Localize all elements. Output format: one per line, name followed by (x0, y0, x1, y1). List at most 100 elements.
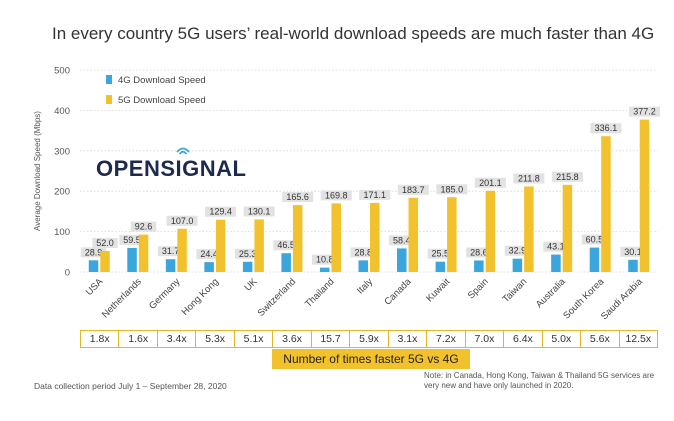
data-label-4g: 28.6 (470, 247, 488, 257)
ratio-cell: 6.4x (504, 331, 543, 347)
bar-5g (485, 190, 496, 272)
data-label-4g: 43.1 (547, 242, 565, 252)
ratio-cell: 7.2x (427, 331, 466, 347)
data-label-bg (320, 190, 352, 201)
bar-5g (215, 219, 226, 272)
data-label-bg (581, 234, 608, 245)
bar-5g (254, 219, 264, 272)
bar-5g (138, 234, 149, 272)
ratio-cell: 15.7 (312, 331, 351, 347)
data-label-5g: 129.4 (209, 207, 232, 217)
bar-4g (319, 267, 330, 272)
bar-5g (331, 203, 341, 272)
bar-5g (639, 119, 650, 272)
data-label-bg (397, 184, 429, 195)
data-label-4g: 46.5 (277, 240, 295, 250)
bar-4g (127, 247, 137, 272)
data-label-bg (474, 177, 506, 188)
data-label-4g: 28.9 (85, 247, 103, 257)
data-label-5g: 377.2 (633, 107, 656, 117)
data-label-5g: 107.0 (171, 216, 194, 226)
data-label-5g: 130.1 (248, 206, 271, 216)
data-label-4g: 24.4 (200, 249, 218, 259)
bar-4g (589, 247, 600, 272)
data-label-bg (234, 248, 261, 259)
bar-chart: 0 100 200 300 400 500 Average Download Speed (… (33, 66, 660, 322)
ratio-cell: 1.6x (119, 331, 158, 347)
opensignal-logo: OPENSIGNAL (96, 147, 247, 182)
y-tick-label: 400 (54, 106, 70, 117)
ratio-cell: 12.5x (625, 333, 652, 345)
data-label-bg (205, 206, 237, 217)
bar-4g (474, 260, 484, 272)
bar-4g (281, 253, 291, 272)
y-tick-label: 100 (54, 227, 70, 238)
bar-4g (551, 254, 561, 272)
ratio-caption: Number of times faster 5G vs 4G (272, 349, 470, 369)
data-label-bg (466, 247, 492, 258)
data-label-4g: 30.1 (624, 247, 642, 257)
y-tick-label: 300 (54, 146, 70, 157)
data-label-bg (80, 247, 107, 258)
bar-4g (242, 261, 253, 272)
ratio-cell: 5.0x (543, 331, 582, 347)
bar-5g (447, 197, 457, 272)
ratio-cell: 5.1x (235, 331, 274, 347)
data-label-5g: 183.7 (402, 185, 425, 195)
data-label-bg (312, 254, 338, 265)
data-label-bg (543, 241, 569, 252)
x-tick-label: USA (84, 276, 106, 298)
data-label-4g: 60.5 (586, 235, 604, 245)
country-note: Note: in Canada, Hong Kong, Taiwan & Tha… (424, 371, 655, 390)
x-tick-label: Netherlands (100, 276, 144, 320)
data-label-5g: 52.0 (96, 238, 114, 248)
data-label-4g: 58.4 (393, 235, 411, 245)
x-tick-label: Hong Kong (180, 276, 221, 317)
data-label-4g: 32.9 (509, 246, 527, 256)
data-label-5g: 211.8 (518, 173, 540, 183)
data-label-bg (359, 189, 391, 200)
data-label-bg (196, 249, 222, 260)
data-label-bg (620, 246, 646, 257)
bar-5g (562, 184, 573, 272)
signal-icon (176, 147, 190, 155)
y-tick-label: 0 (65, 268, 70, 279)
x-tick-label: Canada (382, 276, 414, 308)
x-tick-label: Kuwait (424, 276, 452, 304)
data-label-bg (628, 106, 660, 117)
logo-text: OPENSIGNAL (96, 156, 247, 181)
bar-5g (408, 197, 419, 272)
data-label-5g: 201.1 (479, 178, 502, 188)
data-label-4g: 25.3 (239, 249, 257, 259)
data-label-bg (590, 123, 622, 134)
data-label-bg (504, 245, 531, 256)
data-label-bg (513, 173, 545, 184)
data-label-bg (282, 192, 314, 203)
data-label-bg (166, 215, 198, 226)
legend-swatch (106, 95, 112, 104)
data-label-bg (273, 240, 299, 251)
x-tick-label: UK (242, 276, 260, 294)
ratio-cell: 3.4x (158, 331, 197, 347)
bar-4g (204, 262, 214, 272)
legend-swatch (106, 75, 112, 84)
data-label-4g: 25.5 (432, 249, 450, 259)
bar-4g (88, 260, 99, 272)
bar-5g (100, 250, 110, 272)
legend-label: 5G Download Speed (118, 95, 206, 106)
y-axis-label: Average Download Speed (Mbps) (33, 111, 42, 231)
x-tick-label: Switzerland (256, 276, 299, 319)
bar-4g (435, 261, 446, 272)
data-label-5g: 336.1 (595, 123, 618, 133)
x-tick-label: Spain (466, 276, 491, 301)
data-label-4g: 31.7 (162, 246, 180, 256)
bar-4g (397, 248, 407, 272)
data-label-5g: 92.6 (135, 222, 153, 232)
bar-5g (524, 186, 534, 272)
x-tick-label: Australia (534, 276, 568, 310)
y-tick-label: 200 (54, 187, 70, 198)
ratio-cell: 3.6x (273, 331, 312, 347)
ratio-cell: 5.9x (350, 331, 389, 347)
legend-label: 4G Download Speed (118, 75, 206, 86)
data-label-5g: 171.1 (363, 190, 386, 200)
